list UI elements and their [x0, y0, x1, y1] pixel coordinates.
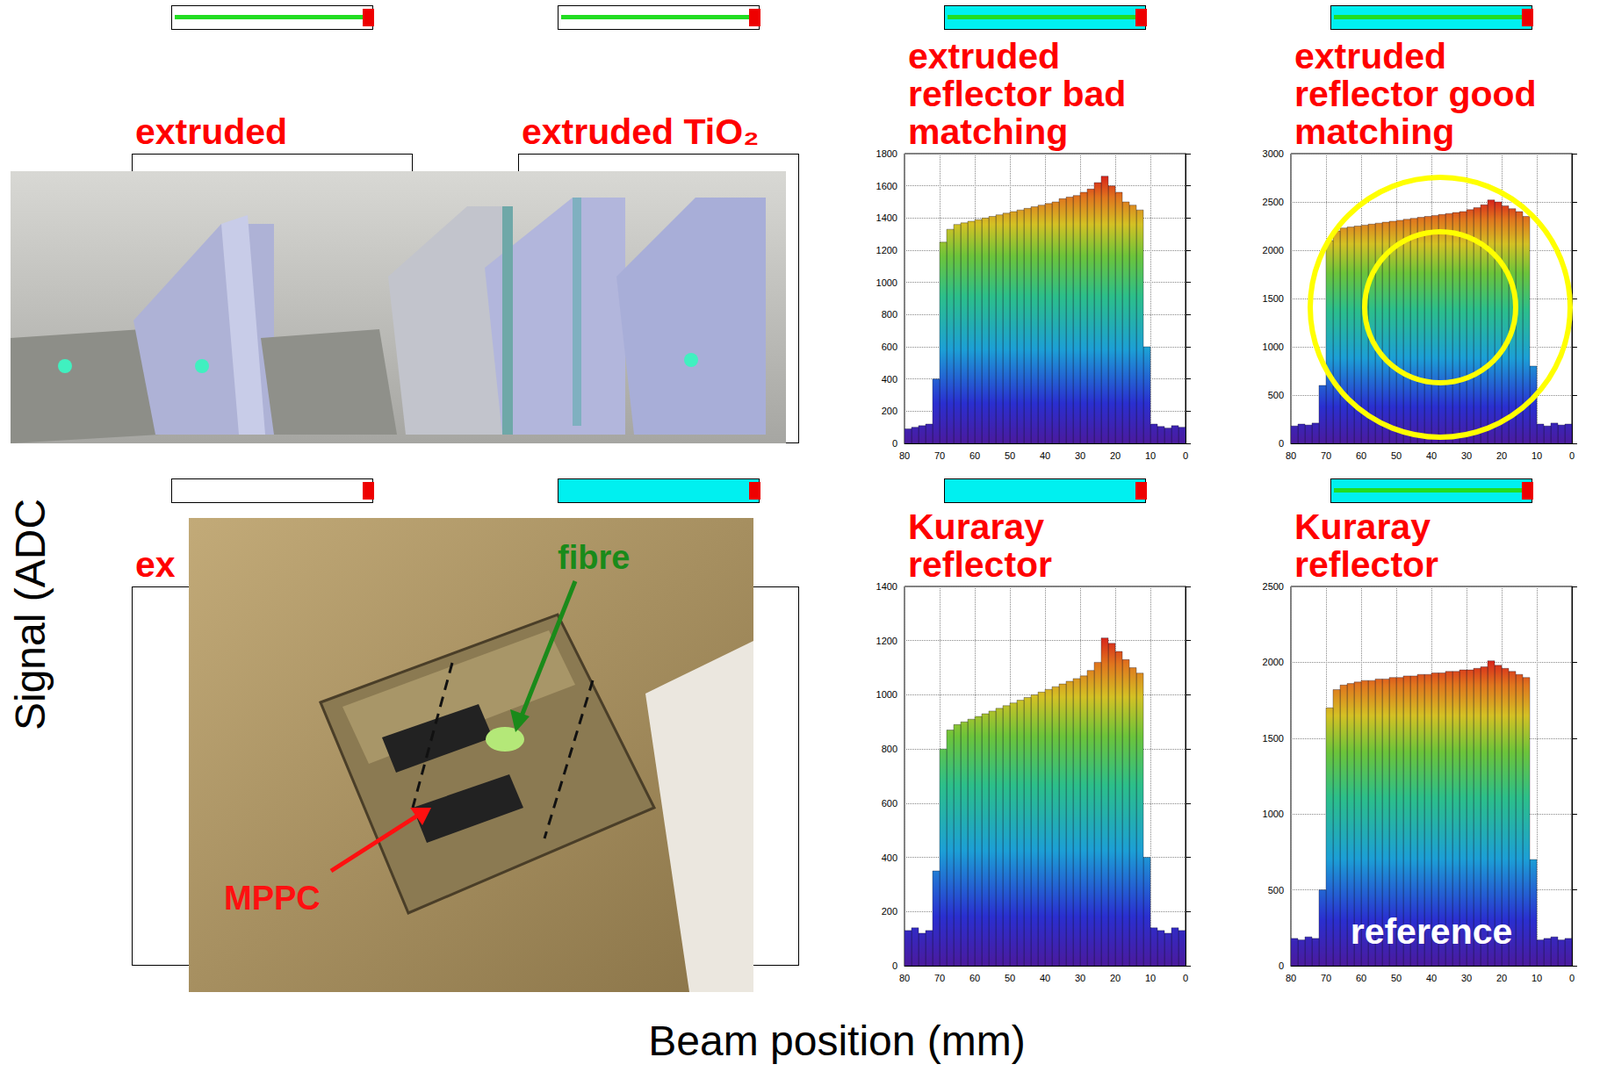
svg-text:2500: 2500 [1262, 581, 1284, 592]
svg-text:0: 0 [1569, 972, 1575, 984]
svg-text:2500: 2500 [1262, 196, 1284, 208]
html-text:ex: ex [135, 544, 176, 585]
html-text:Signal (ADC: Signal (ADC [7, 498, 54, 731]
svg-text:0: 0 [1278, 438, 1284, 449]
svg-text:20: 20 [1109, 450, 1121, 462]
svg-text:1000: 1000 [876, 689, 898, 700]
svg-text:1200: 1200 [876, 635, 898, 647]
svg-text:1600: 1600 [876, 180, 898, 192]
svg-text:600: 600 [881, 798, 898, 809]
svg-text:60: 60 [969, 972, 981, 984]
svg-text:800: 800 [881, 309, 898, 320]
svg-text:1000: 1000 [876, 277, 898, 289]
svg-text:1000: 1000 [1262, 341, 1284, 353]
svg-text:800: 800 [881, 743, 898, 755]
svg-text:40: 40 [1039, 450, 1051, 462]
svg-text:0: 0 [1182, 450, 1189, 462]
svg-text:MPPC: MPPC [223, 879, 321, 917]
svg-text:10: 10 [1145, 450, 1156, 462]
svg-text:60: 60 [969, 450, 981, 462]
svg-text:70: 70 [934, 450, 945, 462]
svg-text:1500: 1500 [1262, 733, 1284, 744]
svg-text:400: 400 [881, 852, 898, 864]
svg-text:1000: 1000 [1262, 808, 1284, 820]
svg-text:80: 80 [899, 450, 910, 462]
svg-text:80: 80 [1285, 972, 1297, 984]
svg-text:50: 50 [1390, 450, 1402, 462]
svg-text:40: 40 [1426, 450, 1437, 462]
svg-text:50: 50 [1004, 450, 1016, 462]
html-text:reference: reference [1350, 911, 1513, 952]
svg-text:70: 70 [1320, 972, 1332, 984]
html-text:extruded reflector bad matchin: extruded reflector bad matching [908, 36, 1127, 152]
svg-text:20: 20 [1496, 972, 1507, 984]
svg-text:70: 70 [934, 972, 945, 984]
svg-text:1400: 1400 [876, 212, 898, 224]
svg-text:10: 10 [1531, 972, 1543, 984]
svg-text:70: 70 [1320, 450, 1332, 462]
html-text:extruded reflector good matchi: extruded reflector good matching [1294, 36, 1537, 152]
svg-text:1400: 1400 [876, 581, 898, 592]
svg-text:600: 600 [881, 341, 898, 353]
svg-text:0: 0 [1182, 972, 1189, 984]
svg-text:2000: 2000 [1262, 245, 1284, 256]
svg-text:30: 30 [1461, 972, 1472, 984]
svg-text:60: 60 [1355, 972, 1367, 984]
html-text:Beam position (mm): Beam position (mm) [648, 1017, 1026, 1065]
svg-text:0: 0 [892, 438, 898, 449]
html-text:extruded TiO₂: extruded TiO₂ [521, 111, 759, 152]
svg-text:30: 30 [1074, 450, 1086, 462]
svg-text:200: 200 [881, 906, 898, 917]
svg-text:80: 80 [899, 972, 910, 984]
svg-text:200: 200 [881, 405, 898, 417]
svg-text:30: 30 [1074, 972, 1086, 984]
svg-text:20: 20 [1496, 450, 1507, 462]
svg-text:10: 10 [1531, 450, 1543, 462]
svg-text:40: 40 [1039, 972, 1051, 984]
svg-text:50: 50 [1004, 972, 1016, 984]
svg-text:30: 30 [1461, 450, 1472, 462]
svg-text:50: 50 [1390, 972, 1402, 984]
svg-text:1800: 1800 [876, 148, 898, 159]
html-text:Kuraray reflector: Kuraray reflector [908, 506, 1053, 585]
svg-text:1500: 1500 [1262, 293, 1284, 304]
svg-text:500: 500 [1268, 389, 1284, 401]
svg-text:80: 80 [1285, 450, 1297, 462]
svg-text:20: 20 [1109, 972, 1121, 984]
svg-text:0: 0 [1278, 960, 1284, 972]
svg-text:40: 40 [1426, 972, 1437, 984]
svg-text:fibre: fibre [557, 539, 630, 577]
svg-text:0: 0 [892, 960, 898, 972]
svg-text:400: 400 [881, 374, 898, 385]
svg-text:1200: 1200 [876, 245, 898, 256]
svg-text:10: 10 [1145, 972, 1156, 984]
html-text:Kuraray reflector: Kuraray reflector [1294, 506, 1439, 585]
svg-text:60: 60 [1355, 450, 1367, 462]
html-text:extruded: extruded [135, 111, 288, 152]
svg-text:500: 500 [1268, 885, 1284, 896]
svg-text:3000: 3000 [1262, 148, 1284, 159]
svg-text:2000: 2000 [1262, 656, 1284, 668]
svg-text:0: 0 [1569, 450, 1575, 462]
